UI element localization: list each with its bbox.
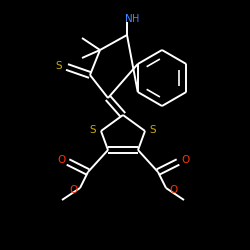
Text: O: O (57, 155, 65, 165)
Text: O: O (169, 185, 177, 195)
Text: O: O (69, 185, 77, 195)
Text: H: H (132, 14, 140, 24)
Text: S: S (90, 125, 96, 135)
Text: O: O (181, 155, 189, 165)
Text: S: S (150, 125, 156, 135)
Text: N: N (125, 14, 133, 24)
Text: S: S (56, 61, 62, 71)
